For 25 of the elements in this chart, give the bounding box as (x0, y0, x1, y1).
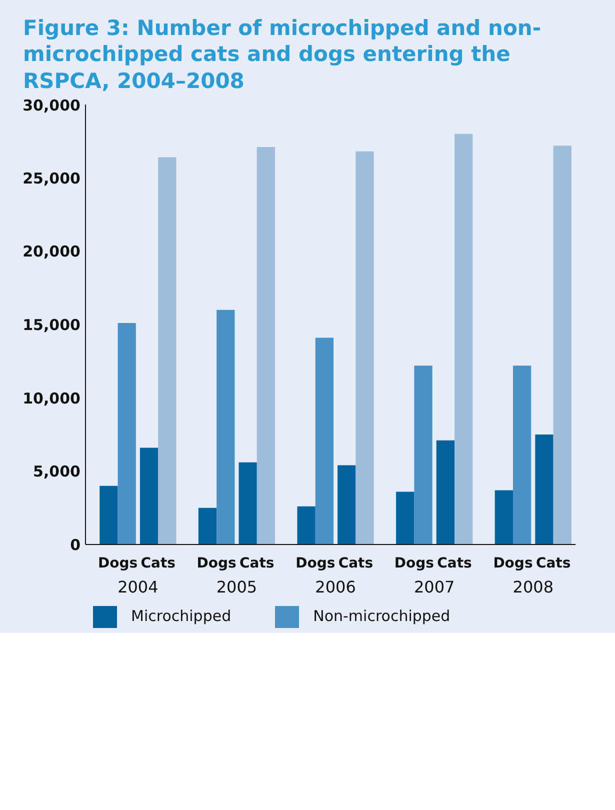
y-tick-label: 0 (70, 536, 80, 554)
x-tick-label: Dogs (493, 555, 533, 572)
x-tick-label: Dogs (98, 555, 138, 572)
y-tick-label: 20,000 (22, 242, 81, 260)
x-tick-label: Cats (437, 555, 472, 572)
x-tick-label: Dogs (196, 555, 236, 572)
x-tick-label: Cats (140, 555, 176, 572)
chart-title: Figure 3: Number of microchipped and non-microchipped cats and dogs entering the RSPCA, 2004–2008 (23, 15, 542, 94)
y-tick-label: 15,000 (22, 316, 81, 334)
y-tick-label: 10,000 (22, 389, 81, 408)
x-tick-label: Dogs (394, 555, 434, 572)
y-tick-label: 25,000 (22, 169, 81, 188)
legend-label: Microchipped (131, 607, 232, 626)
text: 2007 (414, 577, 455, 596)
text: 2005 (216, 577, 258, 596)
y-tick-label: 30,000 (22, 96, 81, 114)
text: 2004 (118, 577, 158, 596)
text: 2006 (315, 577, 356, 596)
x-tick-label: Cats (338, 555, 374, 572)
legend-label: Non-microchipped (313, 607, 450, 626)
x-tick-label: Cats (240, 555, 274, 572)
y-tick-label: 5,000 (33, 462, 81, 480)
x-tick-label: Dogs (296, 555, 336, 572)
x-tick-label: Cats (536, 555, 571, 572)
text: 2008 (512, 577, 554, 596)
